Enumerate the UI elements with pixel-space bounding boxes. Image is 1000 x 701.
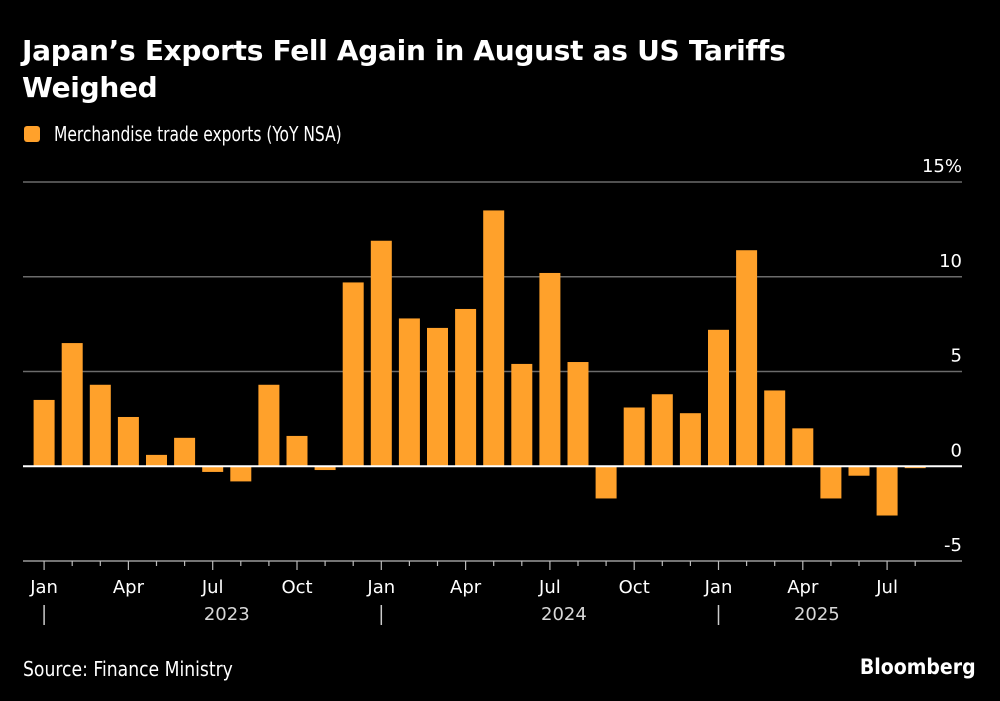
bar [820, 466, 842, 499]
source-note: Source: Finance Ministry [23, 657, 233, 681]
bar [651, 394, 673, 467]
x-tick-label: Jan [704, 577, 733, 598]
bar [567, 362, 589, 467]
bar [286, 435, 308, 467]
legend-label: Merchandise trade exports (YoY NSA) [54, 122, 342, 146]
x-tick-label: Apr [113, 577, 145, 598]
bar [876, 466, 898, 516]
chart-title: Japan’s Exports Fell Again in August as … [22, 34, 786, 104]
bar [117, 416, 139, 467]
bar [679, 413, 701, 467]
bar [202, 466, 224, 472]
x-axis: Jan Apr Jul Oct Jan Apr Jul Oct Jan Apr Jul 2023 202… [23, 560, 962, 625]
x-tick-label: Jan [29, 577, 58, 598]
y-tick-label: 15% [922, 156, 962, 177]
bar [764, 390, 786, 467]
bar [89, 384, 111, 467]
bars [33, 210, 926, 516]
legend-swatch [24, 126, 40, 142]
x-tick-label: Apr [787, 577, 819, 598]
x-tick-label: Jan [366, 577, 395, 598]
bar [146, 454, 167, 467]
bar [427, 327, 448, 467]
year-label: 2025 [794, 604, 840, 625]
year-label: 2023 [204, 604, 250, 625]
x-tick-label: Jul [201, 577, 224, 598]
x-tick-label: Oct [619, 577, 650, 598]
x-tick-label: Jul [538, 577, 561, 598]
x-tick-label: Apr [450, 577, 482, 598]
bar [483, 210, 505, 467]
year-label: 2024 [541, 604, 587, 625]
y-tick-label: 10 [939, 251, 962, 272]
bar [708, 329, 729, 467]
bar [370, 240, 392, 467]
bar [33, 399, 55, 467]
y-tick-label: -5 [944, 535, 962, 556]
bar [174, 437, 196, 467]
bloomberg-logo: Bloomberg [860, 655, 976, 679]
bar [230, 466, 252, 482]
bar [539, 272, 561, 467]
bar [258, 384, 280, 467]
bar [61, 343, 83, 467]
bar [623, 407, 645, 467]
bar [511, 363, 533, 467]
y-tick-label: 0 [951, 440, 962, 461]
y-axis: 15% 10 5 0 -5 [922, 156, 962, 556]
bar [314, 466, 336, 471]
bar [792, 428, 814, 467]
bar [595, 466, 617, 499]
bar [848, 466, 870, 476]
bar [342, 282, 364, 467]
bar [736, 250, 758, 467]
bar [455, 308, 477, 467]
bar [398, 318, 420, 467]
y-tick-label: 5 [951, 346, 962, 367]
legend: Merchandise trade exports (YoY NSA) [24, 122, 389, 146]
x-tick-label: Oct [281, 577, 312, 598]
x-tick-label: Jul [875, 577, 898, 598]
